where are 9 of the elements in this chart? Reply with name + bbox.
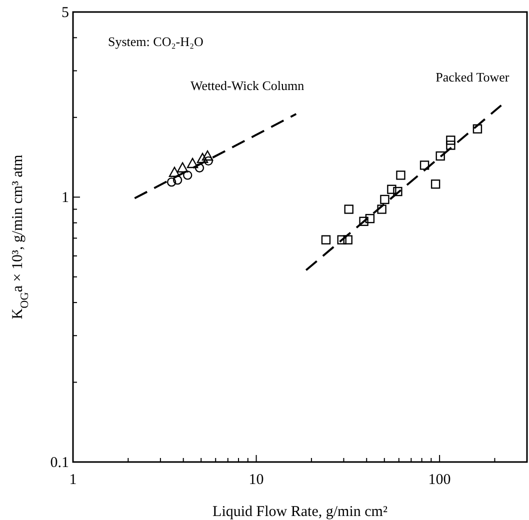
series-label: Packed Tower [436, 69, 510, 84]
series-label: Wetted-Wick Column [190, 78, 305, 93]
x-tick-label: 10 [248, 472, 264, 488]
y-tick-label: 0.1 [50, 455, 69, 471]
y-tick-label: 5 [62, 5, 69, 21]
annotation: System: CO₂-H₂O [108, 34, 204, 49]
x-tick-label: 100 [428, 472, 451, 488]
x-axis-title: Liquid Flow Rate, g/min cm² [212, 504, 388, 520]
y-tick-label: 1 [62, 190, 69, 206]
